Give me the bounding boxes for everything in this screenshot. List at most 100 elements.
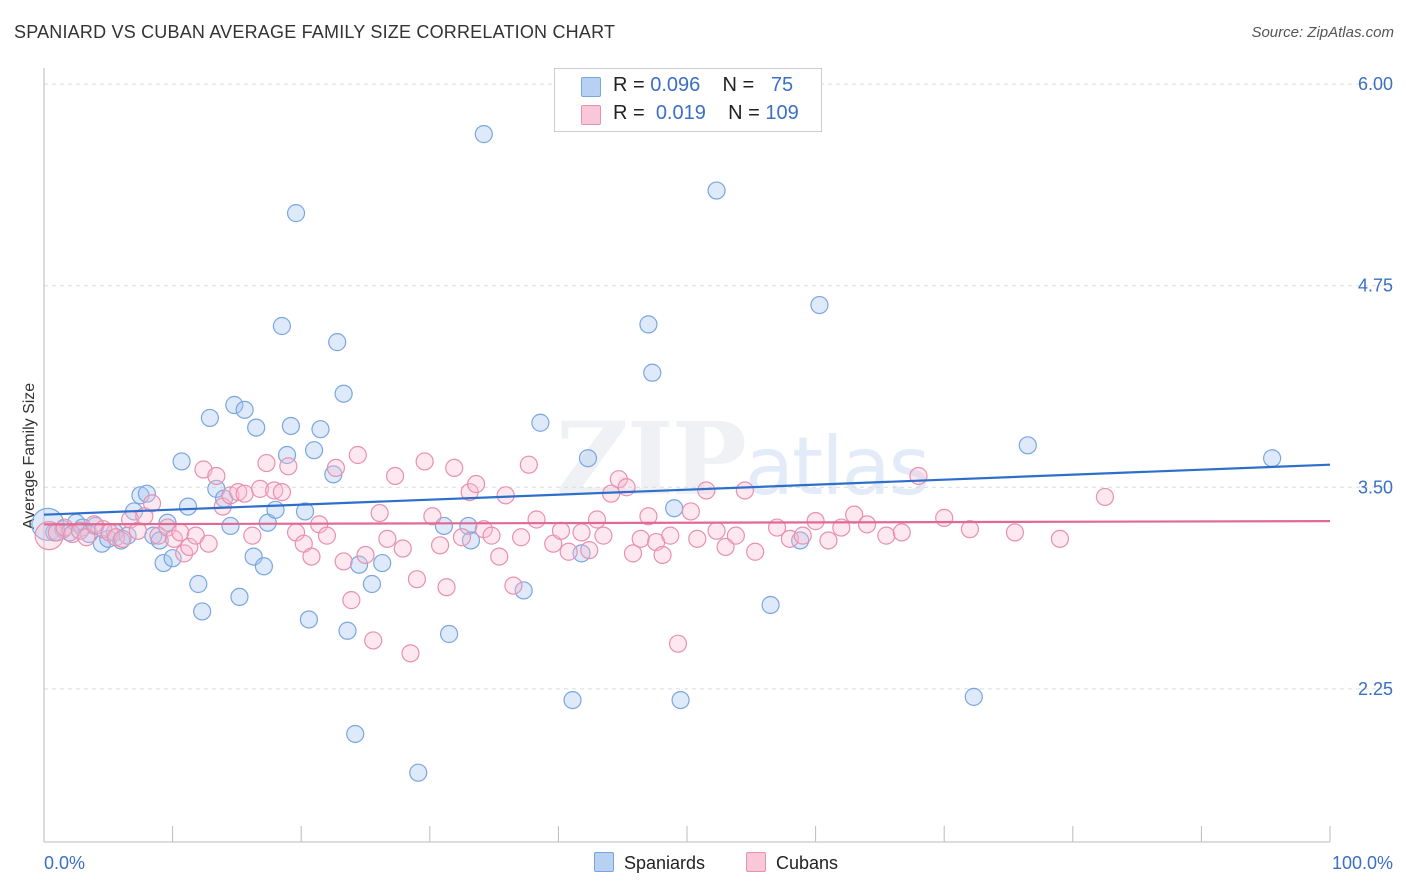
cuban-point (735, 481, 754, 500)
spaniard-point (373, 553, 392, 573)
spaniard-point (1018, 436, 1037, 455)
cuban-point (378, 529, 397, 548)
cuban-point (490, 547, 509, 566)
spaniard-point (299, 610, 319, 629)
cuban-point (430, 536, 450, 555)
cuban-point (393, 539, 412, 558)
spaniard-point (230, 587, 249, 607)
cuban-point (697, 481, 716, 500)
bottom-swatch-cubans (746, 852, 766, 872)
bottom-swatch-spaniards (594, 852, 614, 872)
spaniard-point (225, 395, 244, 415)
cuban-point (559, 542, 578, 561)
r-value-cubans: 0.019 (655, 102, 706, 124)
cuban-point (793, 526, 812, 545)
cuban-point (661, 526, 680, 545)
cuban-point (631, 529, 650, 548)
spaniard-point (346, 724, 365, 744)
spaniard-point (707, 181, 726, 200)
bottom-legend-spaniards: Spaniards (594, 852, 705, 874)
cuban-point (243, 526, 262, 545)
cuban-point (639, 507, 658, 526)
cuban-point (857, 515, 877, 534)
cuban-point (279, 457, 298, 476)
legend-swatch-spaniards (581, 77, 601, 97)
y-axis-title: Average Family Size (21, 383, 38, 530)
cuban-point (716, 537, 735, 557)
spaniard-point (349, 555, 369, 574)
n-label: N = (728, 102, 760, 124)
cuban-point (302, 547, 321, 566)
cuban-point (142, 494, 162, 513)
n-value-spaniards: 75 (770, 74, 794, 96)
cuban-point (235, 484, 254, 503)
n-value-cubans: 109 (765, 102, 799, 124)
cuban-point (688, 529, 707, 548)
cuban-point (334, 552, 353, 571)
spaniard-point (247, 418, 266, 437)
spaniard-point (286, 204, 306, 223)
cuban-point (482, 526, 501, 545)
spaniard-point (266, 500, 285, 519)
spaniard-point (474, 125, 493, 144)
cuban-point (113, 529, 132, 548)
cuban-point (452, 528, 472, 547)
r-value-spaniards: 0.096 (650, 74, 701, 96)
cuban-point (265, 481, 284, 500)
y-tick-label-3: 6.00 (1358, 74, 1393, 94)
spaniard-point (665, 499, 684, 518)
spaniard-point (761, 595, 780, 615)
cuban-point (527, 510, 546, 529)
spaniard-point (235, 400, 254, 419)
x-tick-label-0: 0.0% (44, 853, 85, 873)
cuban-point (272, 482, 292, 502)
spaniard-point (810, 295, 829, 315)
spaniard-point (409, 763, 428, 782)
cuban-point (819, 531, 838, 550)
spaniard-point (338, 621, 357, 640)
spaniard-point (193, 602, 212, 621)
cuban-point (356, 545, 375, 565)
legend-row-cubans: R = 0.019 N = 109 (581, 102, 799, 128)
cuban-point (415, 452, 434, 471)
cuban-point (892, 523, 911, 542)
cuban-point (512, 528, 531, 547)
cuban-point (250, 479, 270, 498)
cuban-point (445, 458, 464, 477)
spaniard-point (563, 690, 582, 710)
cuban-point (370, 503, 389, 523)
cuban-point (496, 486, 515, 505)
spaniard-point (304, 441, 324, 460)
watermark: ZIPatlas (556, 400, 930, 518)
cuban-point (348, 445, 367, 465)
cuban-point (1005, 523, 1025, 542)
spaniard-point (163, 549, 182, 568)
cuban-point (594, 526, 613, 545)
y-tick-label-0: 2.25 (1358, 679, 1393, 699)
cuban-point (668, 634, 688, 653)
cuban-point (186, 526, 205, 545)
spaniard-point (189, 574, 208, 594)
cuban-point (504, 576, 523, 595)
bottom-label-cubans: Cubans (776, 853, 839, 873)
cuban-point (257, 453, 276, 473)
cuban-point (587, 510, 607, 529)
spaniard-point (362, 574, 382, 594)
spaniard-point (311, 420, 330, 439)
cuban-point (726, 526, 745, 545)
spaniard-point (178, 497, 198, 516)
spaniard-point (434, 516, 454, 536)
spaniard-point (200, 408, 219, 428)
cuban-point (580, 541, 599, 560)
cuban-point (317, 526, 337, 545)
cuban-point (806, 512, 825, 531)
cuban-point (342, 591, 361, 610)
cuban-point (466, 474, 486, 494)
watermark-atlas: atlas (744, 420, 930, 513)
bottom-label-spaniards: Spaniards (624, 853, 706, 873)
bottom-legend-cubans: Cubans (746, 852, 838, 874)
cuban-point (746, 542, 765, 561)
cuban-point (1050, 529, 1070, 548)
spaniard-trend-line (43, 463, 1331, 516)
